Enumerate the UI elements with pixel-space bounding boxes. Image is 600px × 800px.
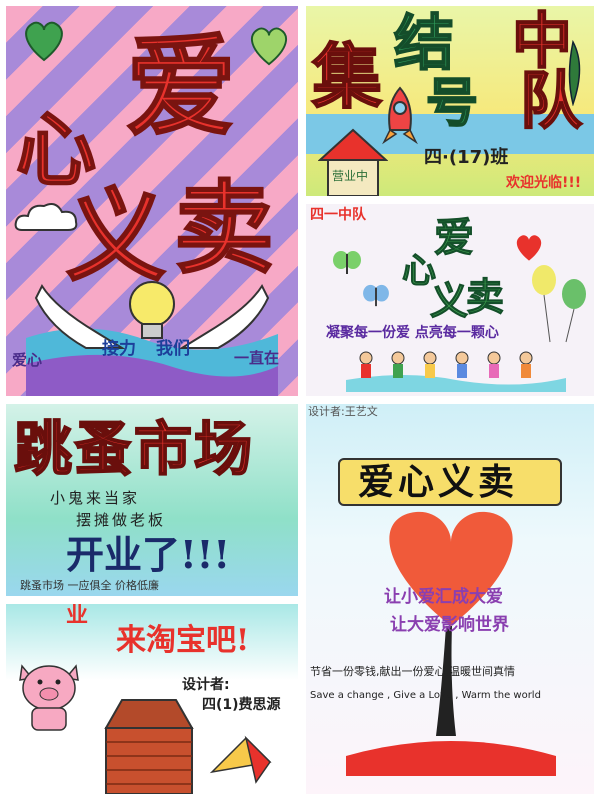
opening-text: 开业了!!! — [66, 532, 231, 577]
tagline-line2: 摆摊做老板 — [76, 511, 167, 529]
title-char: 卖 — [465, 274, 505, 319]
title-char: 卖 — [173, 169, 275, 287]
poster-come-shop: 业 来淘宝吧! 设计者: 四(1)费思源 — [6, 604, 298, 794]
hands-lightbulb-illustration — [26, 281, 278, 396]
butterfly-icon — [363, 284, 389, 307]
bottom-word: 爱心 — [12, 351, 43, 369]
welcome-text: 欢迎光临!!! — [506, 175, 582, 191]
leaf-icon — [568, 39, 581, 106]
title-char: 集 — [311, 35, 383, 118]
en-message: Save a change , Give a Love , Warm the w… — [310, 690, 541, 701]
poster-flea-market: 跳蚤市场 小鬼来当家 摆摊做老板 开业了!!! 跳蚤市场 一应俱全 价格低廉 — [6, 404, 298, 596]
bottom-word: 我们 — [156, 339, 190, 359]
poster-love-charity-squad: 四一中队 爱 心 义 卖 凝聚每一份爱 点亮每一颗心 — [306, 204, 594, 396]
pig-illustration — [19, 664, 79, 731]
designer-credit: 设计者:王艺文 — [308, 405, 378, 418]
title-char: 义 — [429, 278, 469, 323]
title-char: 号 — [425, 73, 479, 134]
top-fragment: 业 — [66, 604, 89, 628]
tagline-line1: 小鬼来当家 — [50, 489, 141, 507]
cn-message: 节省一份零钱,献出一份爱心,温暖世间真情 — [310, 665, 515, 678]
heart-tree-illustration — [346, 511, 556, 776]
title-banner — [338, 458, 562, 506]
slogan-line1: 让小爱汇成大爱 — [384, 587, 503, 607]
footer-text: 跳蚤市场 一应俱全 价格低廉 — [20, 579, 159, 592]
title-char: 心 — [15, 103, 97, 197]
title-char: 中 — [511, 7, 573, 77]
bottom-word: 一直在 — [234, 349, 280, 367]
poster-love-charity-tree: 设计者:王艺文 爱心义卖 让小爱汇成大爱 让大爱影响世界 节省一份零钱,献出一份… — [306, 404, 594, 794]
slogan-text: 凝聚每一份爱 点亮每一颗心 — [326, 325, 499, 341]
cloud-icon — [14, 203, 78, 231]
title-char: 爱 — [125, 22, 237, 151]
banner-title: 爱心义卖 — [358, 461, 519, 503]
bottom-word: 接力 — [102, 339, 136, 359]
poster-love-charity-sale: 爱 心 义 卖 爱心 接力 我们 一直在 — [6, 6, 298, 396]
designer-name: 四(1)费思源 — [202, 697, 281, 713]
title-char: 结 — [393, 9, 455, 79]
squad-label: 四一中队 — [310, 207, 366, 223]
heart-icon — [516, 235, 542, 261]
flea-market-title: 跳蚤市场 — [13, 415, 255, 483]
children-illustration — [346, 351, 566, 392]
designer-label: 设计者: — [182, 677, 230, 693]
class-label: 四·(17)班 — [424, 147, 509, 168]
butterfly-icon — [333, 251, 361, 274]
title-char: 爱 — [434, 214, 475, 261]
kite-icon — [209, 735, 272, 784]
title-char: 心 — [402, 251, 437, 291]
heart-icon — [25, 21, 63, 62]
heart-icon — [250, 27, 288, 66]
title-char: 义 — [65, 177, 167, 295]
house-sign: 营业中 — [332, 169, 369, 183]
poster-assembly-squad: 集 结 号 中 队 营业中 四·(17)班 欢迎光临!!! — [306, 6, 594, 196]
brick-house-illustration — [104, 699, 194, 794]
rocket-icon — [382, 86, 418, 145]
house-illustration — [318, 128, 388, 196]
slogan-line2: 让大爱影响世界 — [390, 615, 509, 635]
balloons-illustration — [532, 265, 586, 343]
invite-text: 来淘宝吧! — [116, 623, 250, 658]
